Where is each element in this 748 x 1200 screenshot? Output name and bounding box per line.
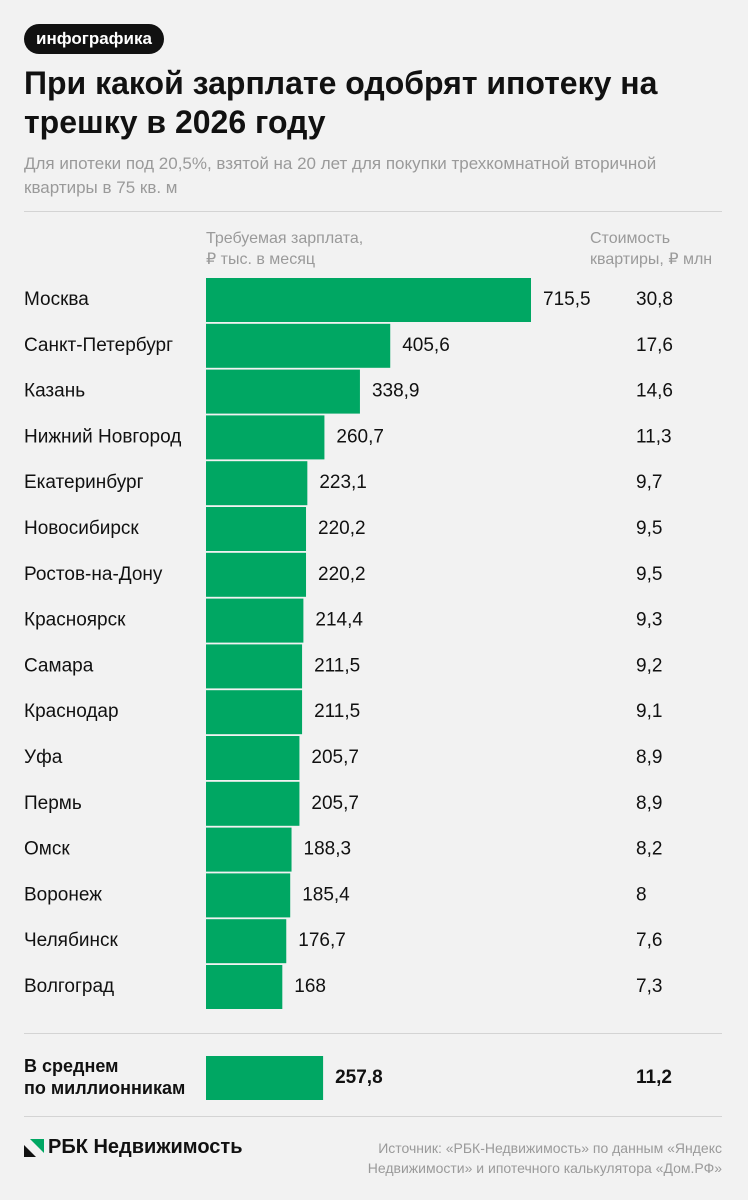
price-value-label: 8 [636, 884, 647, 905]
average-salary-value-label: 257,8 [335, 1067, 383, 1088]
chart-subtitle: Для ипотеки под 20,5%, взятой на 20 лет … [24, 154, 657, 197]
price-column-header: Стоимость квартиры, ₽ млн [590, 230, 713, 268]
price-value-label: 17,6 [636, 335, 673, 356]
footer-divider [24, 1116, 722, 1117]
salary-value-label: 176,7 [298, 930, 346, 951]
rbc-logo-icon [24, 1138, 44, 1157]
salary-bar [206, 919, 287, 964]
price-value-label: 14,6 [636, 381, 673, 402]
average-price-value-label: 11,2 [636, 1067, 672, 1088]
category-label: Казань [24, 381, 85, 402]
category-label: Красноярск [24, 610, 126, 631]
category-label: Челябинск [24, 930, 118, 951]
salary-bar [206, 323, 391, 368]
salary-value-label: 405,6 [402, 335, 450, 356]
salary-value-label: 220,2 [318, 518, 366, 539]
salary-bar [206, 965, 283, 1009]
salary-value-label: 214,4 [315, 610, 363, 631]
salary-column-header: Требуемая зарплата, ₽ тыс. в месяц [206, 230, 364, 268]
price-value-label: 9,7 [636, 472, 662, 493]
price-value-label: 7,3 [636, 976, 662, 997]
price-value-label: 9,5 [636, 518, 662, 539]
salary-bar [206, 461, 308, 506]
salary-bar [206, 690, 303, 735]
average-divider [24, 1033, 722, 1034]
category-label: Краснодар [24, 701, 119, 722]
salary-value-label: 220,2 [318, 564, 366, 585]
salary-value-label: 188,3 [304, 839, 352, 860]
category-label: Воронеж [24, 884, 102, 905]
category-label: Ростов-на-Дону [24, 564, 163, 585]
salary-value-label: 211,5 [314, 701, 360, 722]
average-label-line2: по миллионникам [24, 1078, 185, 1098]
rbc-logo: РБК Недвижимость [24, 1136, 243, 1159]
category-label: Нижний Новгород [24, 426, 181, 447]
category-label: Санкт-Петербург [24, 335, 173, 356]
category-label: Пермь [24, 793, 82, 814]
average-salary-bar [206, 1056, 324, 1100]
category-label: Самара [24, 655, 94, 676]
category-label: Москва [24, 289, 89, 310]
salary-bar [206, 781, 300, 826]
salary-bar [206, 278, 531, 322]
category-label: Омск [24, 839, 70, 860]
rbc-logo-text: РБК Недвижимость [48, 1136, 243, 1158]
price-value-label: 8,2 [636, 839, 662, 860]
salary-bar [206, 369, 360, 414]
salary-bar [206, 736, 300, 780]
price-value-label: 8,9 [636, 747, 662, 768]
salary-value-label: 205,7 [311, 747, 359, 768]
price-value-label: 8,9 [636, 793, 662, 814]
infographic-badge: инфографика [24, 24, 164, 54]
price-value-label: 9,3 [636, 610, 662, 631]
category-label: Екатеринбург [24, 472, 144, 493]
chart-title: При какой зарплате одобрят ипотеку на тр… [24, 65, 658, 140]
salary-value-label: 260,7 [336, 426, 384, 447]
category-label: Уфа [24, 747, 63, 768]
salary-value-label: 223,1 [319, 472, 367, 493]
price-value-label: 9,5 [636, 564, 662, 585]
salary-bar [206, 644, 303, 689]
price-value-label: 30,8 [636, 289, 673, 310]
salary-bar [206, 415, 325, 460]
category-label: Новосибирск [24, 518, 139, 539]
salary-bar [206, 873, 291, 918]
salary-value-label: 185,4 [302, 884, 350, 905]
salary-bar [206, 552, 307, 597]
category-label: Волгоград [24, 976, 114, 997]
salary-value-label: 338,9 [372, 381, 420, 402]
salary-value-label: 715,5 [543, 289, 591, 310]
average-label-line1: В среднем [24, 1056, 118, 1076]
salary-bar [206, 507, 307, 551]
salary-value-label: 211,5 [314, 655, 360, 676]
price-value-label: 9,2 [636, 655, 662, 676]
salary-value-label: 205,7 [311, 793, 359, 814]
salary-bar [206, 827, 292, 872]
price-value-label: 7,6 [636, 930, 662, 951]
salary-value-label: 168 [294, 976, 326, 997]
salary-bar [206, 598, 304, 643]
source-note: Источник: «РБК-Недвижимость» по данным «… [367, 1140, 722, 1176]
header-divider [24, 211, 722, 212]
price-value-label: 9,1 [636, 701, 662, 722]
price-value-label: 11,3 [636, 426, 672, 447]
